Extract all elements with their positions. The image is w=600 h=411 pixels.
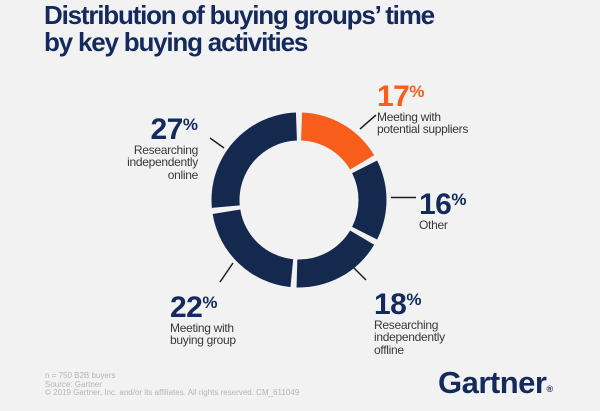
leader-line (219, 262, 234, 283)
callout-text: Researching independently online (127, 143, 198, 182)
percent-value: 16 (419, 188, 452, 221)
sample-note: n = 750 B2B buyers (45, 371, 116, 380)
percent-label: 17% (377, 77, 468, 112)
callout-other: 16% Other (419, 185, 467, 232)
callout-text: Meeting with potential suppliers (377, 110, 469, 137)
callout-text: Researching independently offline (374, 318, 445, 357)
callout-researching-online: 27% Researching independently online (127, 110, 199, 182)
callout-text: Meeting with buying group (170, 321, 236, 348)
callout-text: Other (419, 218, 448, 232)
percent-value: 18 (374, 288, 407, 321)
percent-sign: % (451, 190, 467, 209)
percent-value: 27 (150, 113, 184, 146)
percent-sign: % (406, 290, 422, 309)
donut-segment-16pct (352, 160, 387, 240)
donut-segment-18pct (296, 230, 375, 288)
percent-label: 22% (170, 288, 236, 323)
percent-sign: % (202, 293, 218, 312)
percent-value: 22 (170, 291, 203, 324)
source-note: Source: Gartner (45, 379, 102, 389)
percent-sign: % (409, 82, 425, 101)
footnote: n = 750 B2B buyers Source: Gartner © 201… (45, 371, 300, 398)
donut-segment-17pct (301, 112, 375, 170)
donut-segment-27pct (211, 112, 297, 208)
percent-sign: % (182, 115, 198, 134)
leader-line (209, 137, 225, 149)
callout-meeting-potential-suppliers: 17% Meeting with potential suppliers (377, 77, 468, 136)
copyright-note: © 2019 Gartner, Inc. and/or its affiliat… (45, 388, 300, 398)
percent-label: 16% (419, 185, 467, 220)
leader-line (353, 267, 367, 281)
registered-trademark-icon: ® (546, 384, 554, 394)
donut-segment-22pct (212, 209, 294, 288)
leader-line (359, 114, 377, 130)
callout-researching-offline: 18% Researching independently offline (374, 285, 445, 357)
percent-value: 17 (377, 80, 410, 113)
percent-label: 18% (374, 285, 445, 320)
callout-meeting-buying-group: 22% Meeting with buying group (170, 288, 236, 347)
gartner-logo: Gartner® (438, 367, 553, 405)
gartner-logo-text: Gartner (438, 365, 547, 400)
percent-label: 27% (127, 110, 199, 146)
chart-title: Distribution of buying groups’ time by k… (44, 0, 435, 57)
